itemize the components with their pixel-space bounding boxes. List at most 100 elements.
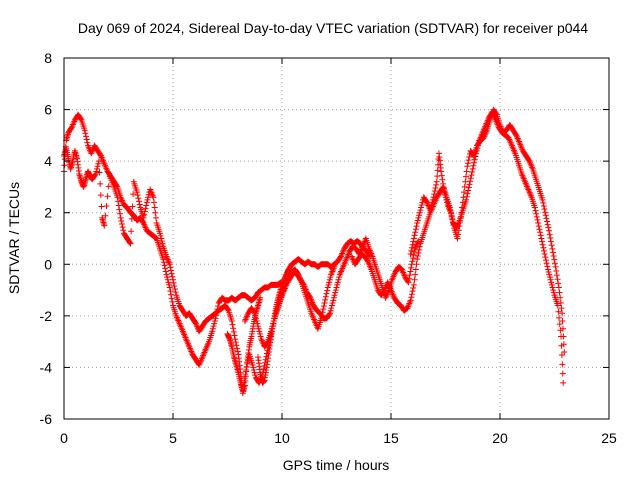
data-point	[321, 299, 328, 306]
data-point	[542, 257, 549, 264]
data-point	[324, 284, 331, 291]
data-point	[117, 210, 124, 217]
data-point	[439, 176, 446, 183]
data-point	[168, 295, 175, 302]
data-point	[120, 227, 127, 234]
data-point	[449, 218, 456, 225]
data-point	[134, 192, 141, 199]
grid-lines	[64, 58, 609, 419]
data-point	[141, 211, 148, 218]
data-point	[255, 325, 262, 332]
data-point	[250, 364, 257, 371]
data-point	[253, 315, 260, 322]
data-point	[243, 363, 250, 370]
data-point	[414, 253, 421, 260]
data-point	[457, 214, 464, 221]
x-tick-label: 10	[274, 430, 290, 446]
data-point	[380, 288, 387, 295]
data-point	[471, 156, 478, 163]
data-point	[539, 238, 546, 245]
data-point	[416, 209, 423, 216]
data-point	[233, 342, 240, 349]
data-point	[97, 151, 104, 158]
data-point	[548, 281, 555, 288]
y-tick-labels: -6 -4 -2 0 2 4 6 8	[40, 50, 53, 427]
data-point	[115, 198, 122, 205]
data-point	[546, 274, 553, 281]
data-point	[128, 215, 135, 222]
x-tick-label: 15	[383, 430, 399, 446]
data-point	[559, 370, 566, 377]
data-point	[129, 203, 136, 210]
data-point	[454, 235, 461, 242]
data-point	[448, 212, 455, 219]
data-point	[103, 203, 110, 210]
data-point	[458, 209, 465, 216]
data-point	[234, 348, 241, 355]
data-point	[334, 281, 341, 288]
data-point	[548, 279, 555, 286]
data-point	[534, 216, 541, 223]
data-point	[414, 256, 421, 263]
data-point	[542, 254, 549, 261]
data-point	[469, 165, 476, 172]
data-point	[336, 274, 343, 281]
data-point	[427, 207, 434, 214]
data-point	[411, 232, 418, 239]
data-point	[334, 279, 341, 286]
data-point	[408, 264, 415, 271]
data-point	[249, 361, 256, 368]
data-point	[212, 315, 219, 322]
data-point	[113, 182, 120, 189]
data-point	[423, 198, 430, 205]
data-point	[82, 130, 89, 137]
data-point	[557, 327, 564, 334]
data-point	[552, 263, 559, 270]
data-point	[167, 288, 174, 295]
data-point	[135, 195, 142, 202]
data-point	[471, 159, 478, 166]
data-point	[467, 178, 474, 185]
data-point	[540, 244, 547, 251]
data-point	[134, 189, 141, 196]
data-point	[157, 232, 164, 239]
series-track-a	[61, 111, 284, 368]
data-point	[412, 266, 419, 273]
data-point	[119, 224, 126, 231]
data-point	[104, 193, 111, 200]
plot-frame	[63, 57, 610, 420]
data-point	[546, 227, 553, 234]
data-point	[228, 318, 235, 325]
data-point	[545, 269, 552, 276]
data-point	[230, 325, 237, 332]
data-point	[555, 308, 562, 315]
data-point	[416, 246, 423, 253]
data-point	[257, 294, 264, 301]
data-point	[462, 173, 469, 180]
data-point	[415, 249, 422, 256]
data-point	[232, 336, 239, 343]
data-point	[83, 133, 90, 140]
data-point	[428, 201, 435, 208]
data-point	[144, 196, 151, 203]
data-point	[555, 280, 562, 287]
data-point	[493, 110, 500, 117]
data-point	[256, 328, 263, 335]
data-point	[406, 272, 413, 279]
data-point	[444, 199, 451, 206]
data-point	[328, 302, 335, 309]
data-point	[117, 214, 124, 221]
data-point	[450, 222, 457, 229]
data-point	[94, 163, 101, 170]
data-point	[269, 323, 276, 330]
data-point	[156, 230, 163, 237]
data-point	[126, 239, 133, 246]
data-point	[409, 241, 416, 248]
data-point	[540, 203, 547, 210]
data-point	[535, 223, 542, 230]
data-point	[463, 193, 470, 200]
y-tick-label: 6	[44, 102, 52, 118]
data-point	[447, 209, 454, 216]
data-point	[84, 139, 91, 146]
data-point	[335, 276, 342, 283]
